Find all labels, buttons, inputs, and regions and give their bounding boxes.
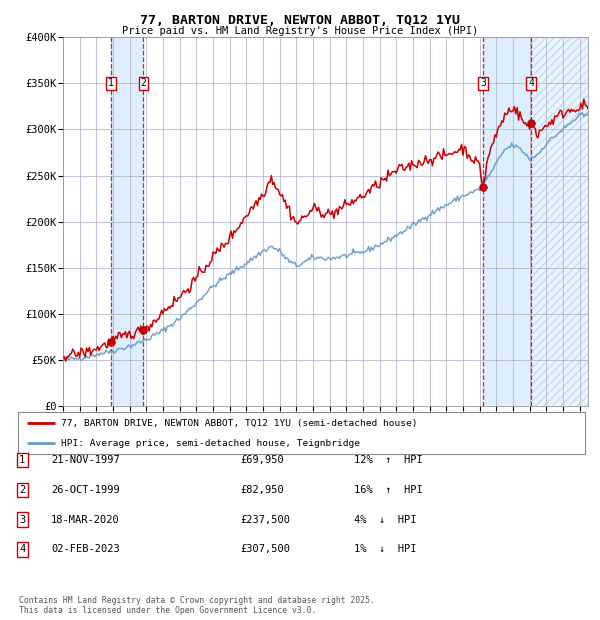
Text: 4: 4 bbox=[528, 78, 534, 88]
Text: £307,500: £307,500 bbox=[240, 544, 290, 554]
Text: Price paid vs. HM Land Registry's House Price Index (HPI): Price paid vs. HM Land Registry's House … bbox=[122, 26, 478, 36]
Text: 26-OCT-1999: 26-OCT-1999 bbox=[51, 485, 120, 495]
Text: 4%  ↓  HPI: 4% ↓ HPI bbox=[354, 515, 416, 525]
Text: 77, BARTON DRIVE, NEWTON ABBOT, TQ12 1YU (semi-detached house): 77, BARTON DRIVE, NEWTON ABBOT, TQ12 1YU… bbox=[61, 419, 417, 428]
Text: 3: 3 bbox=[480, 78, 486, 88]
Text: 12%  ↑  HPI: 12% ↑ HPI bbox=[354, 455, 423, 465]
Text: £69,950: £69,950 bbox=[240, 455, 284, 465]
Text: 3: 3 bbox=[19, 515, 25, 525]
FancyBboxPatch shape bbox=[18, 412, 585, 454]
Text: 77, BARTON DRIVE, NEWTON ABBOT, TQ12 1YU: 77, BARTON DRIVE, NEWTON ABBOT, TQ12 1YU bbox=[140, 14, 460, 27]
Text: 1: 1 bbox=[19, 455, 25, 465]
Text: 2: 2 bbox=[19, 485, 25, 495]
Text: 1%  ↓  HPI: 1% ↓ HPI bbox=[354, 544, 416, 554]
Text: Contains HM Land Registry data © Crown copyright and database right 2025.
This d: Contains HM Land Registry data © Crown c… bbox=[19, 596, 375, 615]
Bar bbox=[483, 37, 531, 406]
Text: 1: 1 bbox=[108, 78, 114, 88]
Text: 2: 2 bbox=[140, 78, 146, 88]
Text: HPI: Average price, semi-detached house, Teignbridge: HPI: Average price, semi-detached house,… bbox=[61, 439, 359, 448]
Text: £237,500: £237,500 bbox=[240, 515, 290, 525]
Text: 21-NOV-1997: 21-NOV-1997 bbox=[51, 455, 120, 465]
Bar bbox=[531, 37, 588, 406]
Text: £82,950: £82,950 bbox=[240, 485, 284, 495]
Text: 4: 4 bbox=[19, 544, 25, 554]
Text: 02-FEB-2023: 02-FEB-2023 bbox=[51, 544, 120, 554]
Text: 16%  ↑  HPI: 16% ↑ HPI bbox=[354, 485, 423, 495]
Bar bbox=[111, 37, 143, 406]
Text: 18-MAR-2020: 18-MAR-2020 bbox=[51, 515, 120, 525]
